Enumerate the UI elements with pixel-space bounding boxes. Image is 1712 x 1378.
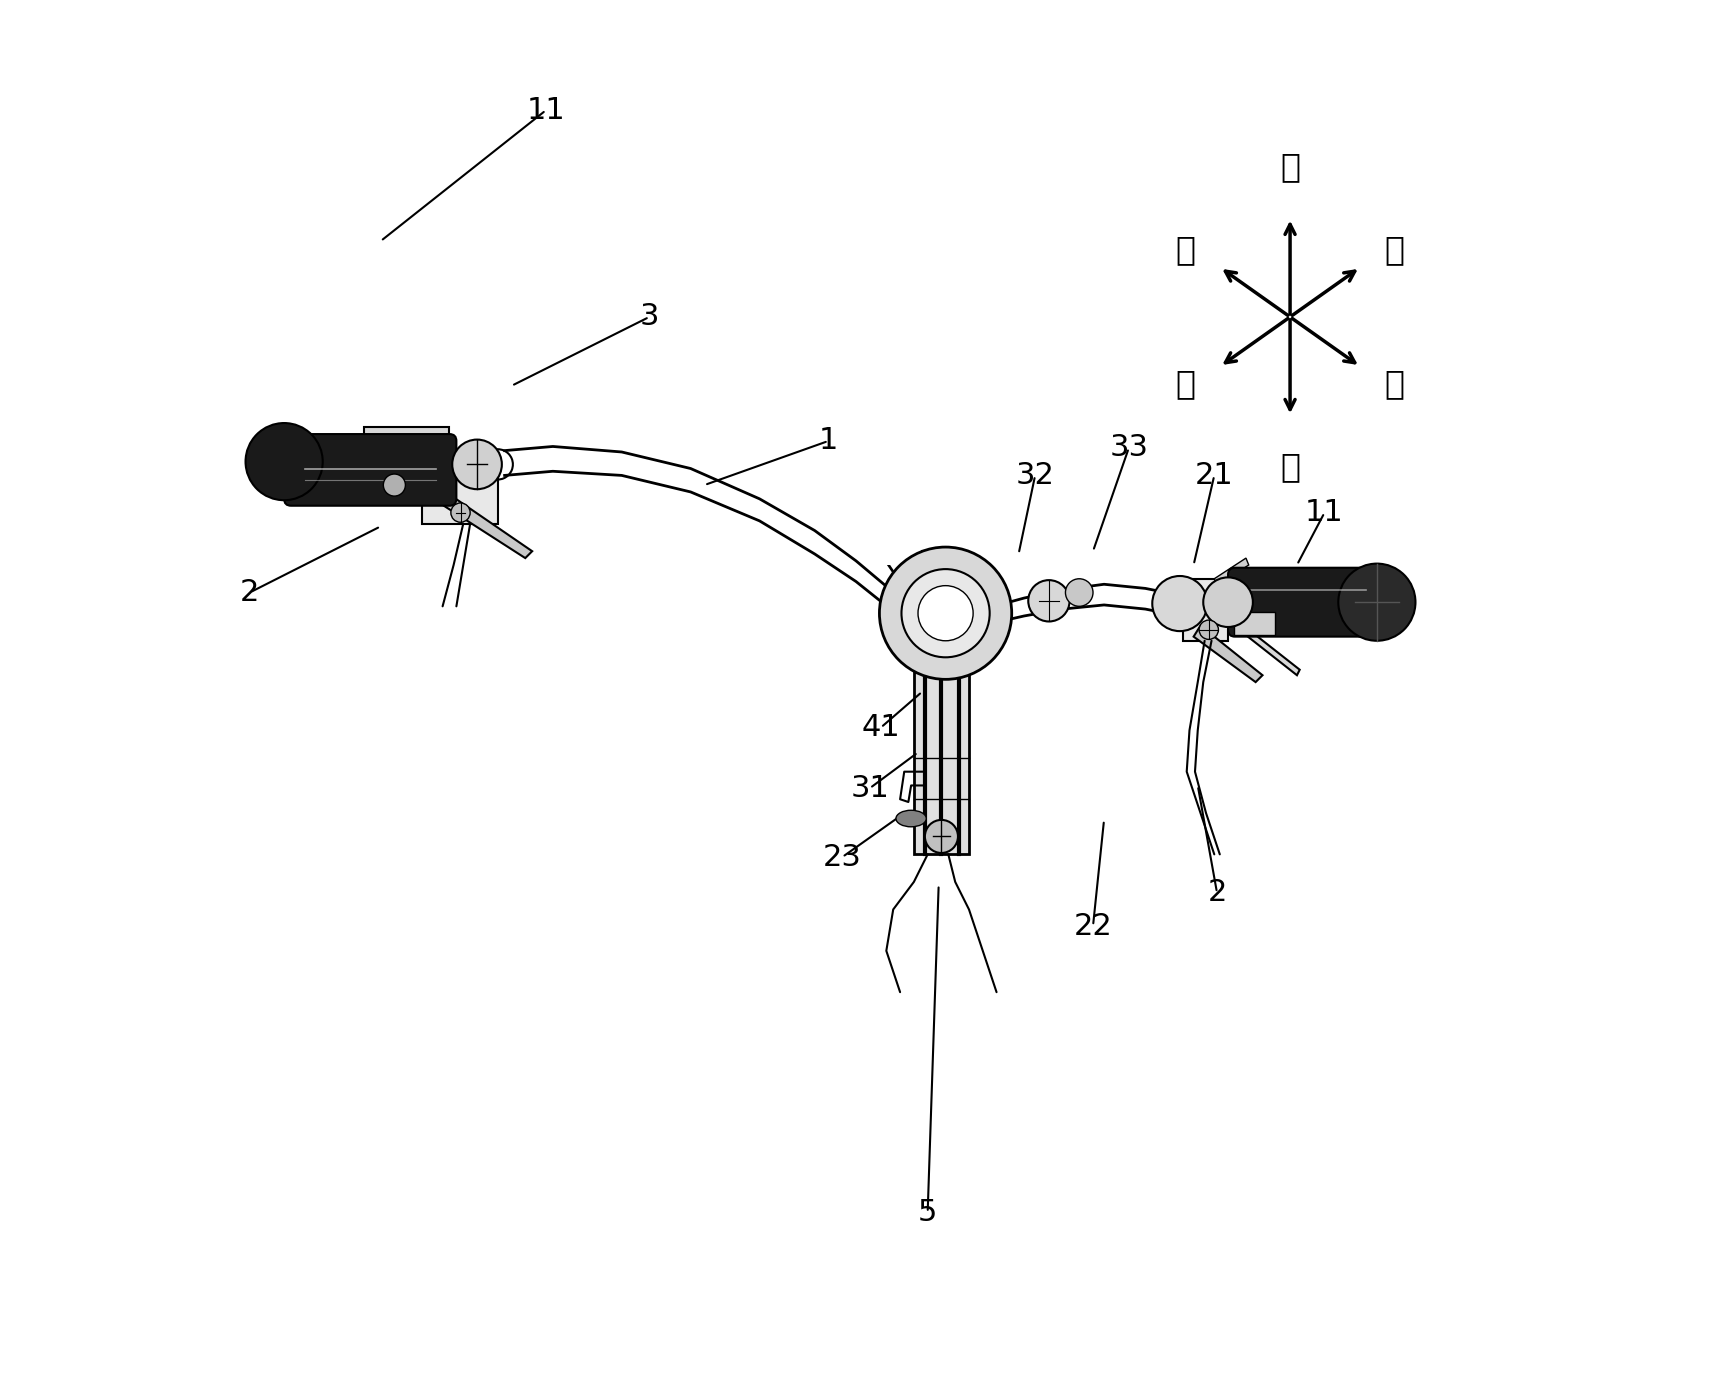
Polygon shape [1193,626,1262,682]
Text: 上: 上 [1281,150,1299,183]
Text: 2: 2 [240,577,259,608]
Text: 21: 21 [1195,460,1234,491]
Polygon shape [421,455,498,524]
Text: 前: 前 [1176,368,1195,400]
Polygon shape [1183,579,1228,641]
Text: 5: 5 [918,1197,938,1228]
Circle shape [383,474,406,496]
FancyBboxPatch shape [284,434,457,506]
Circle shape [245,423,324,500]
Circle shape [902,569,990,657]
Text: 33: 33 [1109,433,1149,463]
Circle shape [1339,564,1416,641]
Circle shape [450,503,471,522]
Text: 3: 3 [640,302,659,332]
Circle shape [452,440,502,489]
Text: 2: 2 [1207,878,1228,908]
Ellipse shape [895,810,926,827]
Circle shape [1029,580,1070,621]
FancyBboxPatch shape [914,672,969,854]
Text: 11: 11 [527,95,565,125]
Text: 32: 32 [1015,460,1055,491]
Text: 下: 下 [1281,451,1299,484]
Polygon shape [1239,624,1299,675]
Circle shape [918,586,972,641]
FancyBboxPatch shape [923,551,960,613]
Text: X1: X1 [883,564,924,594]
Text: 41: 41 [861,712,901,743]
Polygon shape [1214,558,1248,586]
FancyBboxPatch shape [365,427,450,471]
Circle shape [924,820,959,853]
Circle shape [1152,576,1207,631]
Text: 23: 23 [823,842,861,872]
Text: 右: 右 [1176,234,1195,266]
FancyBboxPatch shape [1234,612,1275,635]
Text: 1: 1 [818,426,839,456]
Text: 左: 左 [1385,368,1404,400]
Text: 22: 22 [1073,911,1113,941]
FancyBboxPatch shape [1228,568,1380,637]
Text: 后: 后 [1385,234,1404,266]
Text: 31: 31 [851,773,889,803]
Circle shape [1198,620,1219,639]
Circle shape [1204,577,1253,627]
Circle shape [880,547,1012,679]
Polygon shape [428,485,532,558]
Text: 11: 11 [1305,497,1344,528]
Circle shape [1065,579,1092,606]
